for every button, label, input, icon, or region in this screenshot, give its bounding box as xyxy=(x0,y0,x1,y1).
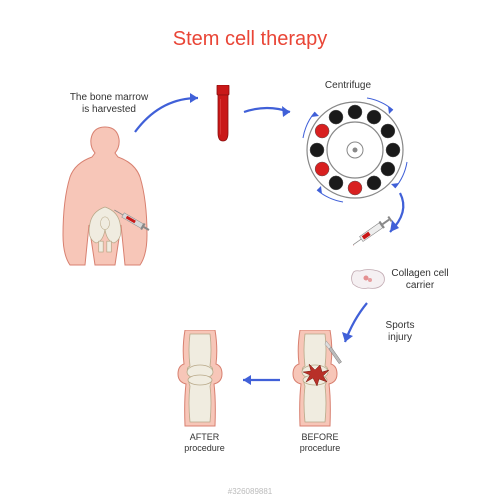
arrow-5-icon xyxy=(235,370,285,395)
arrow-3-icon xyxy=(375,190,415,245)
arrow-4-icon xyxy=(335,300,375,355)
arrow-2-icon xyxy=(242,100,297,130)
label-centrifuge: Centrifuge xyxy=(318,80,378,92)
label-sports: Sportsinjury xyxy=(375,320,425,344)
human-torso-icon xyxy=(55,125,155,275)
watermark: #326089881 xyxy=(228,487,273,496)
arrow-1-icon xyxy=(130,90,210,145)
label-collagen: Collagen cellcarrier xyxy=(385,268,455,292)
knee-after-icon xyxy=(160,330,240,435)
page-title: Stem cell therapy xyxy=(173,28,328,51)
blood-tube-icon xyxy=(210,85,236,150)
label-after: AFTERprocedure xyxy=(182,432,227,454)
label-before: BEFOREprocedure xyxy=(295,432,345,454)
collagen-carrier-icon xyxy=(348,268,388,297)
